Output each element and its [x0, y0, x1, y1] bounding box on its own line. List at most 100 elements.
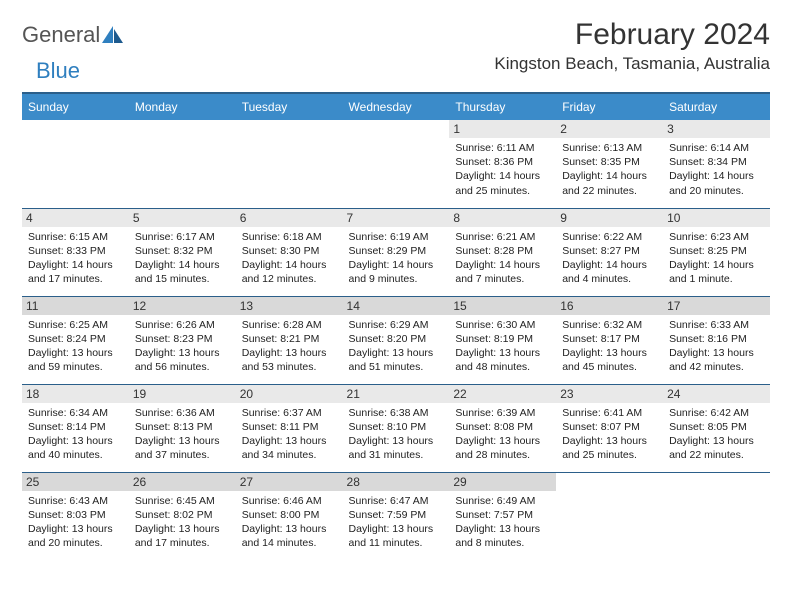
daylight-text: Daylight: 13 hours and 40 minutes.: [28, 434, 123, 462]
calendar-day-cell: [343, 120, 450, 208]
daylight-text: Daylight: 13 hours and 59 minutes.: [28, 346, 123, 374]
day-details: Sunrise: 6:28 AMSunset: 8:21 PMDaylight:…: [242, 318, 337, 375]
day-number: 21: [343, 385, 450, 403]
day-number: 3: [663, 120, 770, 138]
daylight-text: Daylight: 14 hours and 4 minutes.: [562, 258, 657, 286]
sunset-text: Sunset: 8:21 PM: [242, 332, 337, 346]
day-header: Friday: [556, 93, 663, 120]
calendar-day-cell: [22, 120, 129, 208]
sunrise-text: Sunrise: 6:19 AM: [349, 230, 444, 244]
sunrise-text: Sunrise: 6:26 AM: [135, 318, 230, 332]
daylight-text: Daylight: 13 hours and 25 minutes.: [562, 434, 657, 462]
calendar-day-cell: 14 Sunrise: 6:29 AMSunset: 8:20 PMDayligh…: [343, 296, 450, 384]
sunrise-text: Sunrise: 6:22 AM: [562, 230, 657, 244]
day-number: 19: [129, 385, 236, 403]
daylight-text: Daylight: 13 hours and 42 minutes.: [669, 346, 764, 374]
sunrise-text: Sunrise: 6:49 AM: [455, 494, 550, 508]
day-details: Sunrise: 6:45 AMSunset: 8:02 PMDaylight:…: [135, 494, 230, 551]
sunset-text: Sunset: 8:11 PM: [242, 420, 337, 434]
calendar-day-cell: 11Sunrise: 6:25 AMSunset: 8:24 PMDayligh…: [22, 296, 129, 384]
sunrise-text: Sunrise: 6:17 AM: [135, 230, 230, 244]
calendar-day-cell: 17Sunrise: 6:33 AMSunset: 8:16 PMDayligh…: [663, 296, 770, 384]
day-details: Sunrise: 6:11 AMSunset: 8:36 PMDaylight:…: [455, 141, 550, 198]
calendar-day-cell: 25Sunrise: 6:43 AMSunset: 8:03 PMDayligh…: [22, 472, 129, 560]
daylight-text: Daylight: 13 hours and 17 minutes.: [135, 522, 230, 550]
day-header: Saturday: [663, 93, 770, 120]
sunset-text: Sunset: 8:29 PM: [349, 244, 444, 258]
day-details: Sunrise: 6:21 AMSunset: 8:28 PMDaylight:…: [455, 230, 550, 287]
day-number: 13: [236, 297, 343, 315]
sunrise-text: Sunrise: 6:30 AM: [455, 318, 550, 332]
day-details: Sunrise: 6:47 AMSunset: 7:59 PMDaylight:…: [349, 494, 444, 551]
day-details: Sunrise: 6:42 AMSunset: 8:05 PMDaylight:…: [669, 406, 764, 463]
day-header: Monday: [129, 93, 236, 120]
calendar-week-row: 25Sunrise: 6:43 AMSunset: 8:03 PMDayligh…: [22, 472, 770, 560]
daylight-text: Daylight: 13 hours and 20 minutes.: [28, 522, 123, 550]
calendar-day-cell: 24Sunrise: 6:42 AMSunset: 8:05 PMDayligh…: [663, 384, 770, 472]
sunset-text: Sunset: 8:05 PM: [669, 420, 764, 434]
sunrise-text: Sunrise: 6:14 AM: [669, 141, 764, 155]
daylight-text: Daylight: 13 hours and 48 minutes.: [455, 346, 550, 374]
daylight-text: Daylight: 13 hours and 28 minutes.: [455, 434, 550, 462]
calendar-day-cell: 20Sunrise: 6:37 AMSunset: 8:11 PMDayligh…: [236, 384, 343, 472]
calendar-day-cell: 8Sunrise: 6:21 AMSunset: 8:28 PMDaylight…: [449, 208, 556, 296]
calendar-day-cell: 26Sunrise: 6:45 AMSunset: 8:02 PMDayligh…: [129, 472, 236, 560]
calendar-day-cell: 4Sunrise: 6:15 AMSunset: 8:33 PMDaylight…: [22, 208, 129, 296]
day-header: Wednesday: [343, 93, 450, 120]
day-details: Sunrise: 6:19 AMSunset: 8:29 PMDaylight:…: [349, 230, 444, 287]
daylight-text: Daylight: 13 hours and 34 minutes.: [242, 434, 337, 462]
day-details: Sunrise: 6:39 AMSunset: 8:08 PMDaylight:…: [455, 406, 550, 463]
calendar-day-cell: [236, 120, 343, 208]
sunset-text: Sunset: 8:36 PM: [455, 155, 550, 169]
sunset-text: Sunset: 8:20 PM: [349, 332, 444, 346]
daylight-text: Daylight: 13 hours and 14 minutes.: [242, 522, 337, 550]
daylight-text: Daylight: 13 hours and 45 minutes.: [562, 346, 657, 374]
day-number: 27: [236, 473, 343, 491]
calendar-body: 1Sunrise: 6:11 AMSunset: 8:36 PMDaylight…: [22, 120, 770, 560]
day-details: Sunrise: 6:26 AMSunset: 8:23 PMDaylight:…: [135, 318, 230, 375]
sunrise-text: Sunrise: 6:32 AM: [562, 318, 657, 332]
calendar-week-row: 18Sunrise: 6:34 AMSunset: 8:14 PMDayligh…: [22, 384, 770, 472]
sunrise-text: Sunrise: 6:34 AM: [28, 406, 123, 420]
sunset-text: Sunset: 8:30 PM: [242, 244, 337, 258]
calendar-week-row: 4Sunrise: 6:15 AMSunset: 8:33 PMDaylight…: [22, 208, 770, 296]
sunrise-text: Sunrise: 6:38 AM: [349, 406, 444, 420]
sunrise-text: Sunrise: 6:29 AM: [349, 318, 444, 332]
location-subtitle: Kingston Beach, Tasmania, Australia: [494, 54, 770, 74]
day-details: Sunrise: 6:32 AMSunset: 8:17 PMDaylight:…: [562, 318, 657, 375]
daylight-text: Daylight: 13 hours and 11 minutes.: [349, 522, 444, 550]
calendar-day-cell: 9Sunrise: 6:22 AMSunset: 8:27 PMDaylight…: [556, 208, 663, 296]
calendar-day-cell: 12Sunrise: 6:26 AMSunset: 8:23 PMDayligh…: [129, 296, 236, 384]
day-details: Sunrise: 6:14 AMSunset: 8:34 PMDaylight:…: [669, 141, 764, 198]
sunset-text: Sunset: 8:13 PM: [135, 420, 230, 434]
calendar-day-cell: [663, 472, 770, 560]
daylight-text: Daylight: 14 hours and 9 minutes.: [349, 258, 444, 286]
sunset-text: Sunset: 8:16 PM: [669, 332, 764, 346]
day-number: 7: [343, 209, 450, 227]
sunset-text: Sunset: 8:07 PM: [562, 420, 657, 434]
calendar-day-cell: 10Sunrise: 6:23 AMSunset: 8:25 PMDayligh…: [663, 208, 770, 296]
sunrise-text: Sunrise: 6:13 AM: [562, 141, 657, 155]
calendar-week-row: 11Sunrise: 6:25 AMSunset: 8:24 PMDayligh…: [22, 296, 770, 384]
day-details: Sunrise: 6:22 AMSunset: 8:27 PMDaylight:…: [562, 230, 657, 287]
sunset-text: Sunset: 7:57 PM: [455, 508, 550, 522]
calendar-day-cell: 2Sunrise: 6:13 AMSunset: 8:35 PMDaylight…: [556, 120, 663, 208]
day-details: Sunrise: 6:36 AMSunset: 8:13 PMDaylight:…: [135, 406, 230, 463]
daylight-text: Daylight: 13 hours and 56 minutes.: [135, 346, 230, 374]
calendar-day-cell: [556, 472, 663, 560]
day-number: 14: [343, 297, 450, 315]
logo-sail-icon: [102, 26, 124, 44]
sunrise-text: Sunrise: 6:37 AM: [242, 406, 337, 420]
sunset-text: Sunset: 8:08 PM: [455, 420, 550, 434]
sunset-text: Sunset: 8:35 PM: [562, 155, 657, 169]
daylight-text: Daylight: 14 hours and 25 minutes.: [455, 169, 550, 197]
sunrise-text: Sunrise: 6:28 AM: [242, 318, 337, 332]
sunset-text: Sunset: 8:24 PM: [28, 332, 123, 346]
calendar-day-cell: [129, 120, 236, 208]
sunrise-text: Sunrise: 6:11 AM: [455, 141, 550, 155]
day-details: Sunrise: 6:43 AMSunset: 8:03 PMDaylight:…: [28, 494, 123, 551]
sunset-text: Sunset: 8:10 PM: [349, 420, 444, 434]
sunset-text: Sunset: 8:14 PM: [28, 420, 123, 434]
daylight-text: Daylight: 14 hours and 17 minutes.: [28, 258, 123, 286]
daylight-text: Daylight: 13 hours and 51 minutes.: [349, 346, 444, 374]
